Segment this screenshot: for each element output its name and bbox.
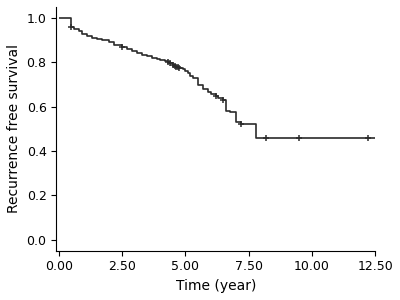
X-axis label: Time (year): Time (year) — [176, 279, 256, 293]
Y-axis label: Recurrence free survival: Recurrence free survival — [7, 44, 21, 213]
